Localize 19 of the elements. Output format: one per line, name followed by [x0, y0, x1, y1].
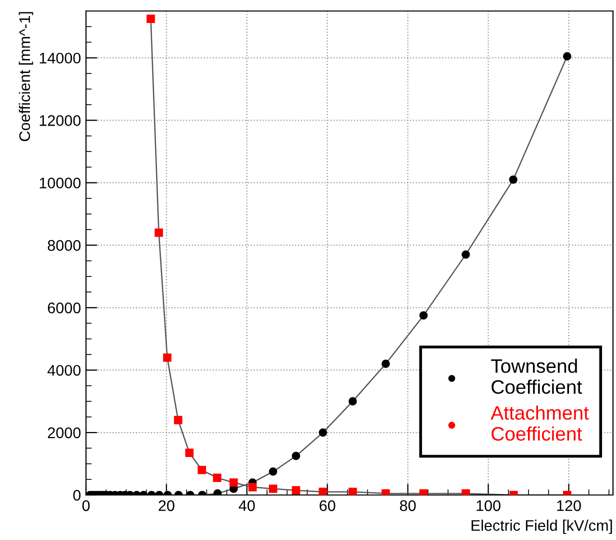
x-tick-label: 0 [82, 500, 90, 512]
y-tick-label: 4000 [48, 364, 81, 376]
x-tick-label: 100 [476, 500, 500, 512]
x-tick-label: 120 [557, 500, 581, 512]
legend-label: Attachment Coefficient [490, 406, 589, 441]
y-axis-title: Coefficient [mm^-1] [18, 12, 34, 142]
y-tick-label: 8000 [48, 240, 81, 251]
x-axis-title: Electric Field [kV/cm] [472, 520, 612, 534]
x-tick-label: 20 [158, 500, 174, 512]
y-tick-label: 10000 [40, 178, 81, 188]
legend-label: Townsend Coefficient [491, 358, 582, 394]
y-tick-label: 2000 [48, 427, 81, 438]
y-tick-label: 12000 [40, 115, 81, 126]
x-tick-label: 40 [238, 500, 255, 512]
x-tick-label: 60 [320, 500, 336, 512]
y-tick-label: 0 [73, 490, 81, 501]
x-tick-label: 80 [400, 500, 416, 512]
y-tick-label: 14000 [40, 52, 81, 64]
y-tick-label: 6000 [48, 302, 81, 314]
